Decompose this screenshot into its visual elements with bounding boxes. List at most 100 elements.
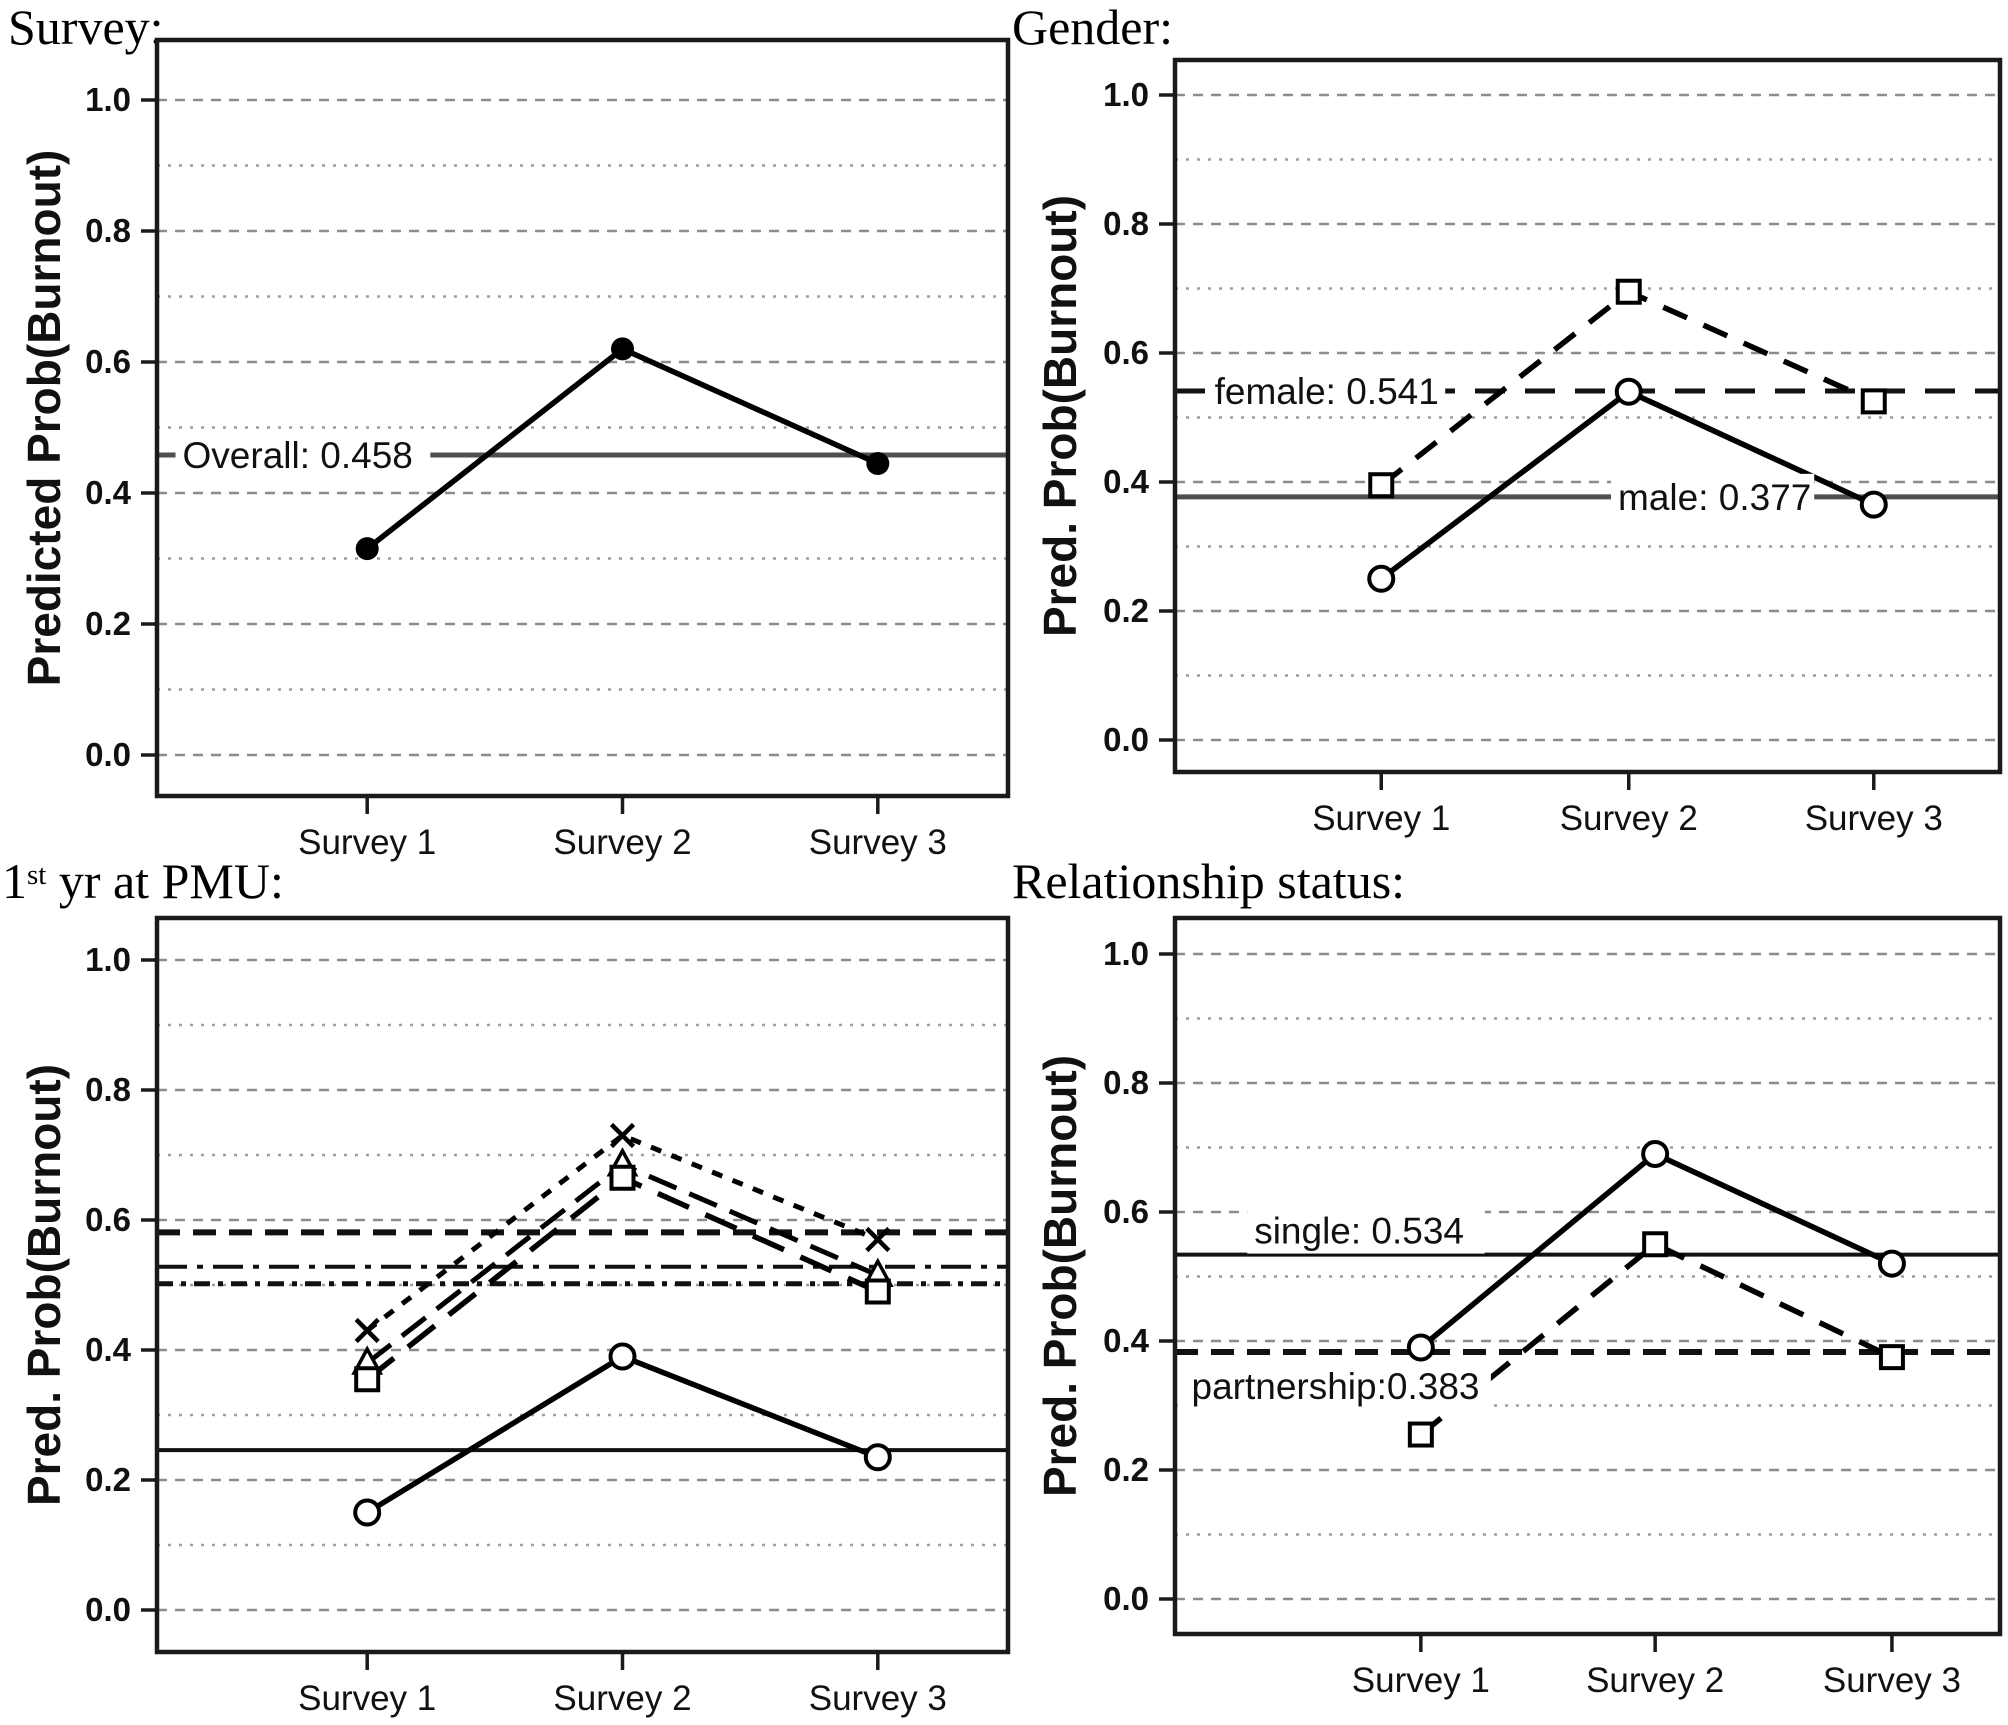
y-tick-label: 0.4	[85, 1331, 132, 1368]
y-tick-label: 0.0	[85, 1591, 131, 1628]
panel-2-series-2009	[353, 1342, 892, 1527]
x-category-label: Survey 2	[553, 1679, 691, 1718]
panel-2-gridlines	[157, 958, 1008, 1612]
y-tick-label: 0.8	[1103, 205, 1149, 242]
y-tick-label: 1.0	[85, 81, 131, 118]
y-tick-label: 1.0	[1103, 76, 1149, 113]
marker-square-open	[1860, 388, 1887, 415]
panel-title-first-year: 1st yr at PMU:	[2, 854, 284, 909]
y-tick-label: 0.2	[1103, 592, 1149, 629]
y-axis-title: Predicted Prob(Burnout)	[18, 150, 70, 687]
panel-1-series-male	[1367, 377, 1888, 593]
x-category-label: Survey 1	[298, 823, 436, 862]
panel-1-chart: female: 0.541 male: 0.377 0.0 0.2 0.4 0.6 0.8 1…	[1034, 57, 2003, 838]
y-tick-label: 0.6	[1103, 1193, 1149, 1230]
panel-1-x-axis: Survey 1 Survey 2 Survey 3	[1312, 772, 1943, 838]
panel-3-x-axis: Survey 1 Survey 2 Survey 3	[1352, 1634, 1961, 1700]
y-axis-title: Pred. Prob(Burnout)	[18, 1064, 70, 1506]
y-tick-label: 1.0	[1103, 935, 1149, 972]
panel-0-y-axis: 0.0 0.2 0.4 0.6 0.8 1.0	[85, 81, 157, 773]
marker-circle-open	[353, 1498, 382, 1527]
y-tick-label: 0.6	[85, 343, 131, 380]
x-category-label: Survey 2	[553, 823, 691, 862]
panel-3-series-partnership	[1407, 1231, 1905, 1448]
reference-label-bg	[1611, 473, 1815, 520]
marker-square-open	[1642, 1231, 1669, 1258]
x-category-label: Survey 3	[1805, 799, 1943, 838]
panel-title-gender-text: Gender:	[1012, 0, 1174, 55]
panel-title-survey-text: Survey:	[8, 0, 164, 55]
panel-0-chart: Overall: 0.458 0.0 0.2 0.4 0.6 0.8 1.0 Survey 1…	[18, 37, 1011, 862]
y-tick-label: 0.2	[85, 605, 131, 642]
reference-label-Overall: 0.458: Overall: 0.458	[175, 432, 431, 479]
series-line-Overall	[365, 345, 879, 551]
panel-0-series-Overall	[355, 337, 890, 561]
panel-2-chart: 2007: 0.5812006: 0.5282008: 0.5022009: 0…	[18, 915, 1011, 1718]
x-category-label: Survey 2	[1586, 1661, 1724, 1700]
marker-x	[354, 1317, 380, 1344]
marker-circle-filled	[866, 452, 890, 476]
plot-frame	[154, 37, 1011, 799]
reference-label-partnership:0.383: partnership:0.383	[1184, 1362, 1491, 1409]
panel-title-gender: Gender:	[1012, 0, 1173, 55]
reference-label-text: partnership:0.383	[1192, 1366, 1480, 1407]
marker-square-open	[354, 1366, 381, 1393]
y-tick-label: 0.8	[85, 1071, 131, 1108]
y-tick-label: 0.2	[85, 1461, 131, 1498]
y-tick-label: 0.4	[1103, 463, 1150, 500]
panel-1-series-female	[1368, 278, 1887, 499]
marker-circle-open	[1641, 1139, 1670, 1168]
panel-3-y-axis: 0.0 0.2 0.4 0.6 0.8 1.0	[1103, 935, 1175, 1617]
panel-1-y-axis: 0.0 0.2 0.4 0.6 0.8 1.0	[1103, 76, 1175, 758]
y-axis-title: Pred. Prob(Burnout)	[1034, 195, 1086, 637]
series-line-2009	[365, 1353, 879, 1515]
first-year-superscript: st	[27, 858, 47, 891]
panel-2-series-2007	[354, 1122, 891, 1344]
panel-title-survey: Survey:	[8, 0, 164, 55]
x-category-label: Survey 1	[1312, 799, 1450, 838]
x-category-label: Survey 3	[809, 1679, 947, 1718]
reference-label-text: single: 0.534	[1254, 1211, 1464, 1252]
y-tick-label: 0.0	[1103, 1580, 1149, 1617]
series-line-partnership	[1419, 1241, 1894, 1437]
plot-frame	[154, 915, 1011, 1655]
x-category-label: Survey 1	[298, 1679, 436, 1718]
panel-2-x-axis: Survey 1 Survey 2 Survey 3	[298, 1652, 947, 1718]
reference-label-text: female: 0.541	[1215, 371, 1439, 412]
marker-circle-open	[1367, 564, 1396, 593]
x-category-label: Survey 1	[1352, 1661, 1490, 1700]
series-line-2006	[365, 1161, 879, 1365]
y-axis-title: Pred. Prob(Burnout)	[1034, 1055, 1086, 1497]
marker-circle-open	[1406, 1333, 1435, 1362]
y-tick-label: 0.2	[1103, 1451, 1149, 1488]
y-tick-label: 0.4	[85, 474, 132, 511]
reference-label-bg	[1184, 1362, 1491, 1409]
marker-x	[609, 1122, 636, 1149]
y-tick-label: 0.0	[85, 736, 131, 773]
x-category-label: Survey 3	[1823, 1661, 1961, 1700]
marker-square-open	[1407, 1421, 1434, 1448]
first-year-base: 1	[2, 853, 27, 909]
reference-label-bg	[1207, 368, 1446, 415]
y-tick-label: 1.0	[85, 941, 131, 978]
panel-3-chart: single: 0.534partnership:0.3830.00.20.40…	[1034, 915, 2003, 1700]
plot-frame	[1172, 57, 2003, 775]
x-category-label: Survey 2	[1560, 799, 1698, 838]
marker-square-open	[864, 1278, 891, 1305]
x-category-label: Survey 3	[809, 823, 947, 862]
marker-square-open	[609, 1164, 636, 1191]
panel-1-gridlines	[1175, 93, 2000, 742]
marker-circle-filled	[355, 537, 379, 561]
reference-label-male: 0.377: male: 0.377	[1611, 473, 1815, 520]
marker-circle-open	[1614, 377, 1643, 406]
y-tick-label: 0.6	[85, 1201, 131, 1238]
y-tick-label: 0.8	[1103, 1064, 1149, 1101]
reference-label-text: male: 0.377	[1618, 477, 1811, 518]
first-year-rest: yr at PMU:	[46, 853, 284, 909]
reference-label-text: Overall: 0.458	[183, 435, 413, 476]
y-tick-label: 0.4	[1103, 1322, 1150, 1359]
marker-circle-filled	[610, 337, 634, 361]
reference-label-single: 0.534: single: 0.534	[1247, 1207, 1485, 1254]
